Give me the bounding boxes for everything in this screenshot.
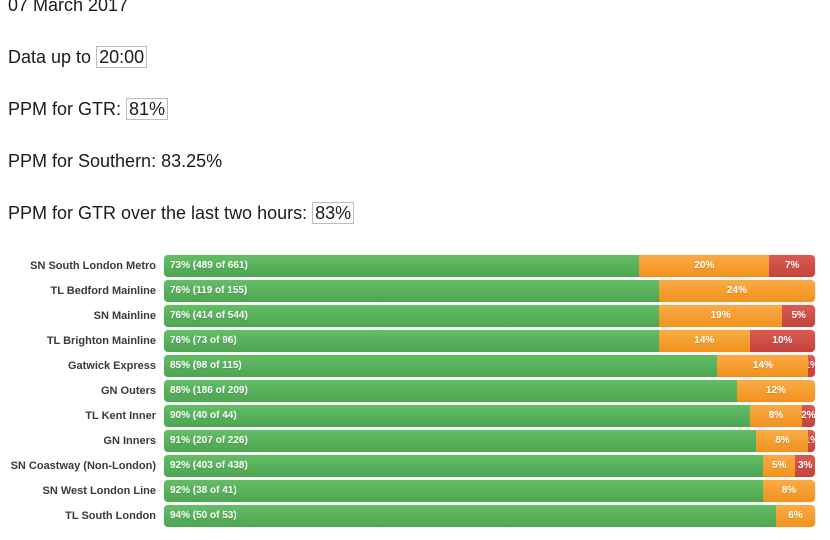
bar-segment-red: 1%: [808, 429, 815, 452]
row-label: GN Inners: [103, 434, 156, 447]
stacked-bar: 94% (50 of 53) 6%: [164, 504, 815, 527]
stacked-bar: 92% (403 of 438) 5% 3%: [164, 454, 815, 477]
bar-segment-red: 5%: [782, 304, 815, 327]
row-label: SN South London Metro: [30, 259, 156, 272]
bar-segment-green: 88% (186 of 209): [164, 379, 737, 402]
bar-segment-orange: 12%: [736, 379, 815, 402]
chart-row: GN Outers 88% (186 of 209) 12%: [0, 378, 830, 403]
row-label: GN Outers: [100, 384, 156, 397]
ppm-stacked-bar-chart: SN South London Metro 73% (489 of 661) 20%…: [0, 253, 830, 528]
row-label: SN Coastway (Non-London): [10, 459, 156, 472]
ppm-gtr-line: PPM for GTR: 81%: [8, 97, 830, 121]
bar-segment-green: 92% (403 of 438): [164, 454, 763, 477]
row-label: TL Brighton Mainline: [46, 334, 156, 347]
ppm-gtr-value-field[interactable]: 81%: [126, 98, 169, 120]
bar-segment-green: 94% (50 of 53): [164, 504, 776, 527]
bar-segment-orange: 19%: [658, 304, 783, 327]
stacked-bar: 85% (98 of 115)14%1%: [164, 354, 815, 377]
bar-segment-green: 73% (489 of 661): [164, 254, 640, 277]
report-header: 07 March 2017 Data up to 20:00 PPM for G…: [8, 0, 830, 225]
row-label: Gatwick Express: [67, 359, 156, 372]
row-label: SN West London Line: [42, 484, 156, 497]
bar-segment-green: 91% (207 of 226): [164, 429, 757, 452]
bar-segment-red: 2%: [801, 404, 815, 427]
bar-segment-orange: 5%: [762, 454, 796, 477]
chart-row: TL South London 94% (50 of 53) 6%: [0, 503, 830, 528]
chart-row: Gatwick Express 85% (98 of 115)14%1%: [0, 353, 830, 378]
bar-segment-orange: 8%: [756, 429, 809, 452]
stacked-bar: 73% (489 of 661) 20% 7%: [164, 254, 815, 277]
stacked-bar: 76% (119 of 155) 24%: [164, 279, 815, 302]
bar-segment-green: 90% (40 of 44): [164, 404, 750, 427]
bar-segment-orange: 20%: [639, 254, 770, 277]
bar-segment-green: 76% (119 of 155): [164, 279, 659, 302]
stacked-bar: 92% (38 of 41) 8%: [164, 479, 815, 502]
bar-segment-red: 1%: [808, 354, 815, 377]
row-label: SN Mainline: [93, 309, 156, 322]
stacked-bar: 90% (40 of 44) 8% 2%: [164, 404, 815, 427]
chart-row: TL Brighton Mainline 76% (73 of 96) 14% 10%: [0, 328, 830, 353]
row-label: TL Kent Inner: [85, 409, 156, 422]
data-up-to-value-field[interactable]: 20:00: [96, 46, 148, 68]
bar-segment-orange: 24%: [658, 279, 815, 302]
chart-row: TL Kent Inner 90% (40 of 44) 8% 2%: [0, 403, 830, 428]
chart-row: TL Bedford Mainline 76% (119 of 155) 24%: [0, 278, 830, 303]
bar-segment-green: 76% (414 of 544): [164, 304, 659, 327]
bar-segment-orange: 14%: [717, 354, 809, 377]
ppm-southern-line: PPM for Southern: 83.25%: [8, 149, 830, 173]
stacked-bar: 76% (414 of 544) 19% 5%: [164, 304, 815, 327]
bar-segment-red: 7%: [769, 254, 815, 277]
bar-segment-orange: 8%: [762, 479, 815, 502]
bar-segment-green: 76% (73 of 96): [164, 329, 659, 352]
chart-row: GN Inners 91% (207 of 226)8%1%: [0, 428, 830, 453]
stacked-bar: 88% (186 of 209) 12%: [164, 379, 815, 402]
row-label: TL Bedford Mainline: [50, 284, 156, 297]
data-up-to-line: Data up to 20:00: [8, 45, 830, 69]
chart-row: SN Mainline 76% (414 of 544) 19% 5%: [0, 303, 830, 328]
data-up-to-label: Data up to: [8, 47, 97, 67]
bar-segment-green: 92% (38 of 41): [164, 479, 763, 502]
chart-row: SN South London Metro 73% (489 of 661) 20%…: [0, 253, 830, 278]
bar-segment-orange: 14%: [658, 329, 750, 352]
row-label: TL South London: [65, 509, 156, 522]
chart-row: SN West London Line 92% (38 of 41) 8%: [0, 478, 830, 503]
date-text: 07 March 2017: [8, 0, 129, 15]
date-heading: 07 March 2017: [8, 0, 830, 17]
bar-segment-green: 85% (98 of 115): [164, 354, 718, 377]
stacked-bar: 91% (207 of 226)8%1%: [164, 429, 815, 452]
stacked-bar: 76% (73 of 96) 14% 10%: [164, 329, 815, 352]
bar-segment-orange: 8%: [749, 404, 802, 427]
ppm-southern-text: PPM for Southern: 83.25%: [8, 151, 223, 171]
bar-segment-orange: 6%: [775, 504, 815, 527]
bar-segment-red: 3%: [795, 454, 815, 477]
ppm-gtr-label: PPM for GTR:: [8, 99, 127, 119]
ppm-gtr-two-hours-line: PPM for GTR over the last two hours: 83%: [8, 201, 830, 225]
ppm-gtr-two-hours-label: PPM for GTR over the last two hours:: [8, 203, 313, 223]
chart-row: SN Coastway (Non-London) 92% (403 of 438)…: [0, 453, 830, 478]
bar-segment-red: 10%: [749, 329, 815, 352]
ppm-gtr-two-hours-value-field[interactable]: 83%: [312, 202, 355, 224]
